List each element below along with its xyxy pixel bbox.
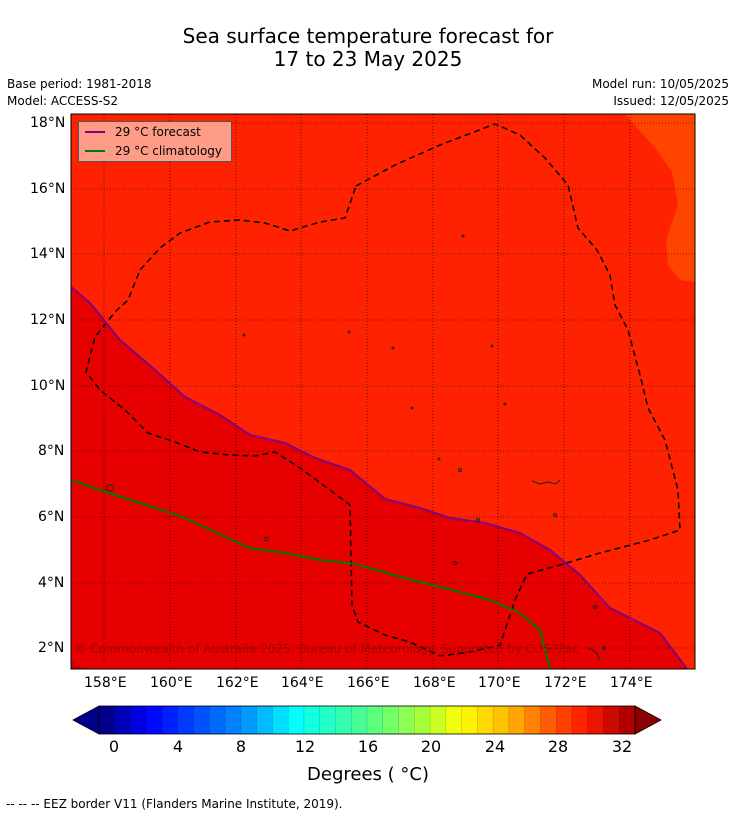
colorbar-cell (272, 706, 289, 734)
colorbar-cell (430, 706, 447, 734)
colorbar-tick-label: 28 (547, 737, 569, 756)
y-tick-label: 6°N (38, 509, 65, 525)
y-tick-label: 2°N (38, 640, 65, 656)
colorbar-cell (351, 706, 368, 734)
colorbar-cell (382, 706, 400, 734)
colorbar-cell (225, 706, 242, 734)
issued-text: Issued: 12/05/2025 (613, 94, 729, 108)
x-tick-label: 172°E (544, 675, 587, 691)
x-tick-label: 168°E (413, 675, 456, 691)
colorbar-cell (556, 706, 573, 734)
colorbar-tick-label: 0 (108, 737, 120, 756)
colorbar-cell (193, 706, 210, 734)
map-title-line1: Sea surface temperature forecast for (182, 24, 554, 48)
colorbar-cell (303, 706, 321, 734)
y-tick-label: 12°N (30, 312, 66, 328)
colorbar-cell (209, 706, 226, 734)
colorbar-cell (587, 706, 604, 734)
colorbar-cell (524, 706, 541, 734)
eez-border-line (85, 123, 681, 657)
graticule (71, 114, 695, 669)
map-legend: 29 °C forecast 29 °C climatology (78, 121, 232, 162)
forecast-29c-contour (71, 286, 688, 669)
x-tick-label: 162°E (216, 675, 259, 691)
y-tick-label: 4°N (38, 575, 65, 591)
model-text: Model: ACCESS-S2 (7, 94, 119, 108)
colorbar-cell (445, 706, 463, 734)
x-tick-label: 170°E (478, 675, 521, 691)
colorbar-cell (240, 706, 258, 734)
colorbar-cell (177, 706, 195, 734)
legend-forecast-label: 29 °C forecast (115, 125, 201, 139)
colorbar-cell (335, 706, 352, 734)
island-outlines (105, 234, 606, 661)
x-tick-label: 164°E (281, 675, 324, 691)
colorbar-tick-label: 12 (294, 737, 316, 756)
colorbar-cell (288, 706, 305, 734)
legend-climatology-label: 29 °C climatology (115, 144, 223, 158)
x-tick-label: 158°E (84, 675, 127, 691)
climatology-29c-contour (71, 479, 551, 669)
colorbar-tick-label: 16 (357, 737, 379, 756)
y-tick-label: 14°N (30, 246, 66, 262)
forecast-swatch (85, 131, 105, 133)
y-tick-label: 16°N (30, 181, 66, 197)
x-tick-label: 166°E (347, 675, 390, 691)
x-tick-label: 160°E (150, 675, 193, 691)
colorbar-cell (130, 706, 147, 734)
colorbar-tick-label: 20 (420, 737, 442, 756)
colorbar-cell (603, 706, 620, 734)
colorbar-cell (398, 706, 415, 734)
colorbar-cell (319, 706, 336, 734)
colorbar-cell (256, 706, 273, 734)
eez-footnote: -- -- -- EEZ border V11 (Flanders Marine… (6, 797, 343, 811)
colorbar-cell (367, 706, 384, 734)
hottest-sst-patch (71, 660, 85, 669)
colorbar-cell (114, 706, 132, 734)
cooler-sst-region (625, 114, 695, 282)
map-title-line2: 17 to 23 May 2025 (273, 47, 463, 71)
base-period-text: Base period: 1981-2018 (7, 77, 152, 91)
colorbar-cell (571, 706, 589, 734)
colorbar-cell (508, 706, 526, 734)
colorbar-cell (540, 706, 557, 734)
y-tick-label: 10°N (30, 378, 66, 394)
colorbar-low-extend (72, 705, 100, 735)
colorbar-tick-label: 8 (235, 737, 247, 756)
climatology-swatch (85, 150, 105, 152)
colorbar-tick-label: 4 (172, 737, 184, 756)
y-tick-label: 18°N (30, 115, 66, 131)
colorbar-tick-label: 32 (611, 737, 633, 756)
colorbar (72, 705, 662, 735)
colorbar-frame (98, 705, 636, 735)
hot-sst-region (71, 287, 687, 669)
plot-frame (70, 113, 696, 670)
colorbar-cell (146, 706, 163, 734)
colorbar-cell (414, 706, 431, 734)
colorbar-cell (477, 706, 494, 734)
colorbar-high-extend (634, 705, 662, 735)
colorbar-title: Degrees ( °C) (307, 764, 429, 785)
map-plot-area (71, 114, 695, 669)
colorbar-tick-label: 24 (484, 737, 506, 756)
y-tick-label: 8°N (38, 443, 65, 459)
colorbar-cell (461, 706, 478, 734)
model-run-text: Model run: 10/05/2025 (591, 77, 729, 91)
colorbar-cell (493, 706, 510, 734)
colorbar-cell (162, 706, 179, 734)
copyright-watermark: © Commonwealth of Australia 2025, Bureau… (74, 642, 579, 656)
colorbar-cell (99, 706, 116, 734)
colorbar-cell (619, 706, 636, 734)
x-tick-label: 174°E (610, 675, 653, 691)
